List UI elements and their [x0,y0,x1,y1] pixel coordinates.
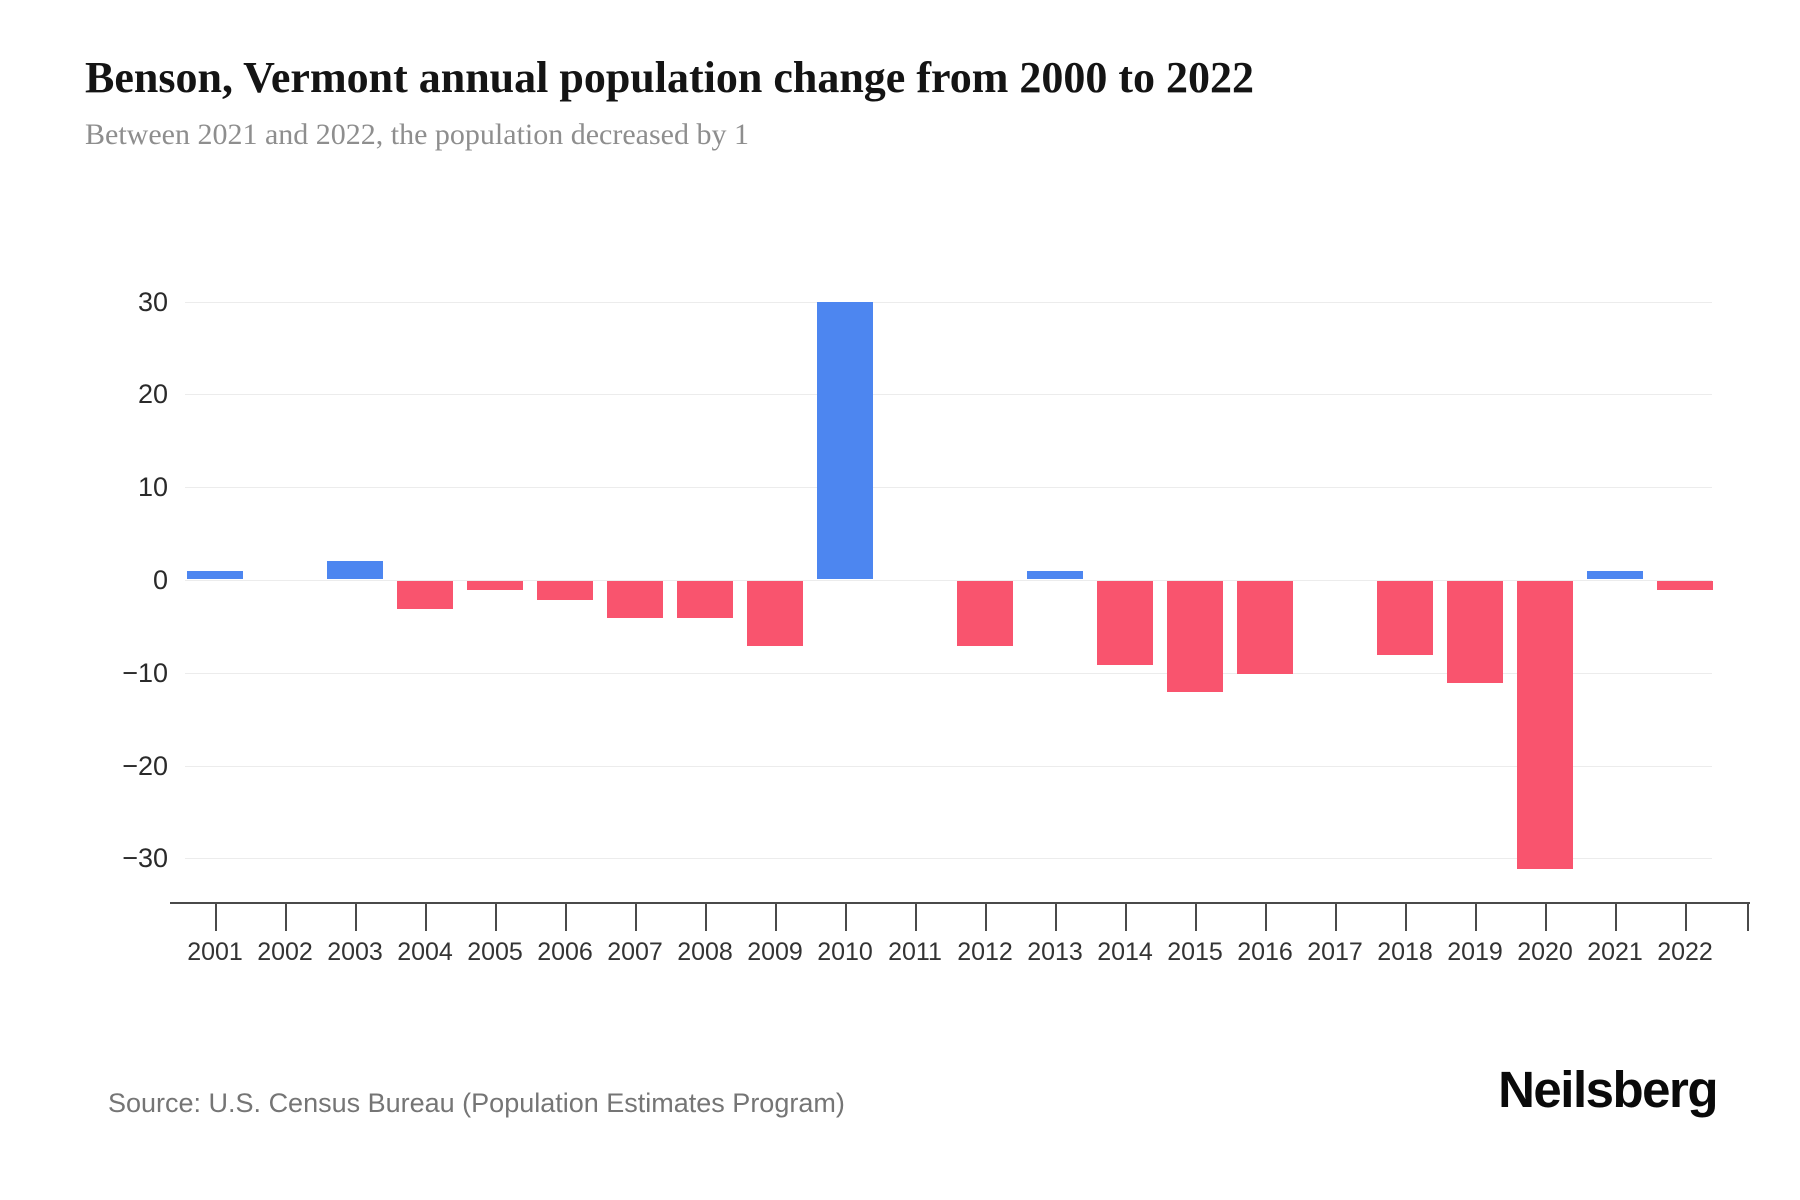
x-axis-label-2003: 2003 [327,938,383,966]
bar-2008[interactable] [677,581,733,618]
y-axis-label-30: 30 [137,287,168,317]
x-axis-label-2007: 2007 [607,938,663,966]
x-axis-label-2015: 2015 [1167,938,1223,966]
x-tick-2011 [915,902,917,931]
x-axis-label-2011: 2011 [888,938,942,966]
x-axis-label-2016: 2016 [1237,938,1293,966]
gridline-y-0 [185,580,1712,581]
x-tick-2005 [495,902,497,931]
x-axis-label-2017: 2017 [1307,938,1363,966]
x-tick-2001 [215,902,217,931]
x-axis-label-2019: 2019 [1447,938,1503,966]
x-axis-label-2006: 2006 [537,938,593,966]
bar-2005[interactable] [467,581,523,590]
y-axis-label-20: 20 [137,379,168,409]
x-tick-2021 [1615,902,1617,931]
y-axis-label--10: −10 [122,658,168,688]
x-tick-2002 [285,902,287,931]
bar-2018[interactable] [1377,581,1433,655]
gridline-y-10 [185,487,1712,488]
x-tick-2016 [1265,902,1267,931]
x-tick-2015 [1195,902,1197,931]
chart-subtitle: Between 2021 and 2022, the population de… [85,118,749,151]
x-tick-2006 [565,902,567,931]
bar-2007[interactable] [607,581,663,618]
gridline-y--30 [185,858,1712,859]
y-axis-label-10: 10 [137,472,168,502]
x-axis-label-2010: 2010 [817,938,873,966]
x-tick-axis-end [1747,902,1749,931]
bar-2006[interactable] [537,581,593,600]
x-tick-2018 [1405,902,1407,931]
x-axis-label-2005: 2005 [467,938,523,966]
x-tick-2020 [1545,902,1547,931]
gridline-y--10 [185,673,1712,674]
x-tick-2019 [1475,902,1477,931]
x-tick-2007 [635,902,637,931]
neilsberg-logo: Neilsberg [1498,1061,1718,1118]
x-axis-line [170,902,1750,904]
x-tick-2013 [1055,902,1057,931]
bar-2001[interactable] [187,571,243,579]
gridline-y--20 [185,766,1712,767]
x-tick-2009 [775,902,777,931]
x-tick-2004 [425,902,427,931]
y-axis-label--30: −30 [122,843,168,873]
gridline-y-20 [185,394,1712,395]
y-axis-label--20: −20 [122,751,168,781]
gridline-y-30 [185,302,1712,303]
bar-2016[interactable] [1237,581,1293,674]
bar-2019[interactable] [1447,581,1503,683]
x-axis-label-2020: 2020 [1517,938,1573,966]
x-tick-2014 [1125,902,1127,931]
bar-2022[interactable] [1657,581,1713,590]
bar-2003[interactable] [327,561,383,579]
y-axis-label-0: 0 [152,565,168,595]
bar-2021[interactable] [1587,571,1643,579]
x-axis-label-2012: 2012 [957,938,1013,966]
x-axis-label-2009: 2009 [747,938,803,966]
x-axis-label-2022: 2022 [1657,938,1713,966]
bar-2010[interactable] [817,302,873,579]
x-axis-label-2018: 2018 [1377,938,1433,966]
x-tick-2003 [355,902,357,931]
x-tick-2008 [705,902,707,931]
chart-title: Benson, Vermont annual population change… [85,53,1255,102]
x-axis-label-2014: 2014 [1097,938,1153,966]
bar-2009[interactable] [747,581,803,646]
bar-2014[interactable] [1097,581,1153,665]
source-note: Source: U.S. Census Bureau (Population E… [108,1088,845,1118]
x-tick-2022 [1685,902,1687,931]
bar-2013[interactable] [1027,571,1083,579]
x-axis-label-2002: 2002 [257,938,313,966]
x-axis-label-2008: 2008 [677,938,733,966]
x-tick-2012 [985,902,987,931]
bar-2015[interactable] [1167,581,1223,692]
x-axis-label-2013: 2013 [1027,938,1083,966]
x-axis-label-2004: 2004 [397,938,453,966]
x-axis-label-2001: 2001 [187,938,243,966]
x-tick-2017 [1335,902,1337,931]
bar-2004[interactable] [397,581,453,609]
bar-2020[interactable] [1517,581,1573,869]
bar-2012[interactable] [957,581,1013,646]
x-tick-2010 [845,902,847,931]
x-axis-label-2021: 2021 [1587,938,1643,966]
